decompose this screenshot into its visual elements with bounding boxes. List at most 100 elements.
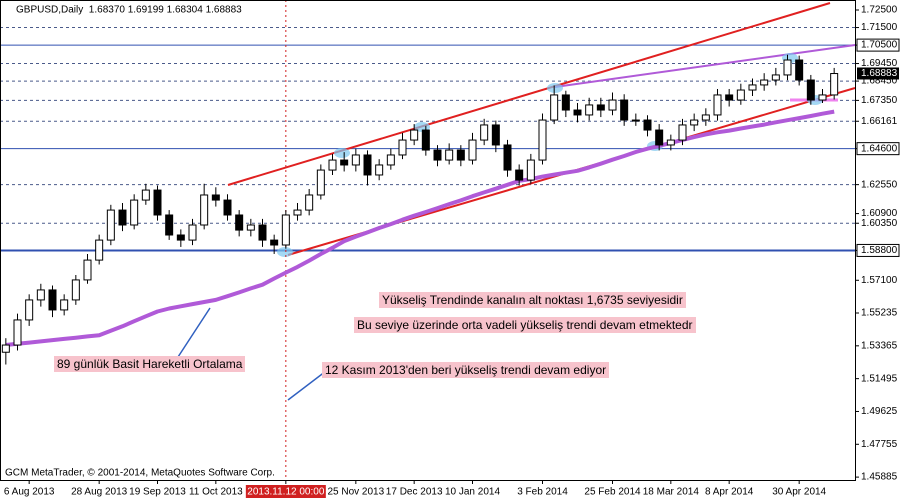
touch <box>547 83 563 93</box>
y-tick-label: 1.64600 <box>861 143 898 154</box>
candle-body <box>806 79 815 101</box>
current-price-box <box>857 67 899 80</box>
candle-body <box>771 74 780 81</box>
y-tick-label: 1.72500 <box>861 5 898 16</box>
candle-body <box>643 119 652 131</box>
candle-body <box>106 209 115 241</box>
candle-body <box>608 99 617 111</box>
x-tick-label: 17 Dec 2013 <box>386 487 443 498</box>
candle-body <box>375 164 384 176</box>
x-tick-label: 6 Aug 2013 <box>4 487 55 498</box>
candle-body <box>363 154 372 176</box>
x-tick-label: 18 Mar 2014 <box>643 487 700 498</box>
x-tick-label: 11 Oct 2013 <box>189 487 243 498</box>
candle-body <box>398 139 407 156</box>
candle-body <box>783 59 792 76</box>
x-tick-label: 3 Feb 2014 <box>517 487 568 498</box>
candle-body <box>386 154 395 166</box>
y-tick-label: 1.62550 <box>861 179 898 190</box>
candle-body <box>60 299 69 311</box>
x-tick-label: 25 Feb 2014 <box>584 487 641 498</box>
current-price-label: 1.68883 <box>861 68 898 79</box>
candle-body <box>503 144 512 171</box>
candle-body <box>293 209 302 216</box>
touch <box>277 247 293 257</box>
candle-body <box>666 139 675 146</box>
candle-body <box>223 199 232 216</box>
candle-body <box>1 344 10 353</box>
candle-body <box>550 94 559 121</box>
candle-body <box>410 129 419 141</box>
y-tick-label: 1.58800 <box>861 245 898 256</box>
candle-body <box>678 124 687 141</box>
y-tick-label: 1.47755 <box>861 439 898 450</box>
y-tick-label: 1.71500 <box>861 22 898 33</box>
y-tick-box <box>856 142 900 156</box>
candle-body <box>830 73 839 96</box>
x-tick-label: 28 Aug 2013 <box>71 487 128 498</box>
candle-body <box>188 224 197 241</box>
candle-body <box>258 224 267 241</box>
y-tick-label: 1.51495 <box>861 373 898 384</box>
candle-body <box>748 84 757 91</box>
candle-body <box>795 59 804 81</box>
candle-body <box>585 104 594 116</box>
candle-body <box>433 149 442 161</box>
candle-body <box>130 199 139 226</box>
candle-body <box>818 94 827 101</box>
moving-average <box>5 109 835 347</box>
chart-title: GBPUSD,Daily 1.68370 1.69199 1.68304 1.6… <box>16 5 242 16</box>
candle-body <box>200 194 209 226</box>
candle-body <box>445 149 454 161</box>
candle-body <box>246 224 255 231</box>
x-tick-label: 30 Apr 2014 <box>772 487 826 498</box>
annotation: Bu seviye üzerinde orta vadeli yükseliş … <box>354 317 696 333</box>
candle-body <box>270 239 279 246</box>
y-tick-label: 1.45885 <box>861 472 898 483</box>
y-tick-label: 1.70500 <box>861 40 898 51</box>
footer: GCM MetaTrader, © 2001-2014, MetaQuotes … <box>5 468 275 479</box>
y-tick-label: 1.60350 <box>861 218 898 229</box>
plot-frame <box>0 0 856 481</box>
candle-body <box>515 169 524 181</box>
y-tick-label: 1.66161 <box>861 116 898 127</box>
y-tick-label: 1.67350 <box>861 95 898 106</box>
candle-body <box>165 214 174 236</box>
candle-body <box>690 119 699 126</box>
x-tick-label: 8 Apr 2014 <box>705 487 754 498</box>
x-tick-label: 2013.11.12 00:00 <box>247 487 325 498</box>
candle-body <box>491 124 500 146</box>
candle-body <box>760 79 769 86</box>
candle-body <box>118 209 127 226</box>
candle-body <box>620 99 629 121</box>
candle-body <box>211 194 220 201</box>
candle-body <box>153 189 162 216</box>
candle-body <box>596 104 605 111</box>
candle-body <box>655 129 664 146</box>
candle-body <box>95 239 104 261</box>
crosshair-box <box>245 485 326 498</box>
candle-body <box>36 289 45 301</box>
candle-body <box>631 119 640 122</box>
candle-body <box>713 94 722 116</box>
candle-body <box>421 129 430 151</box>
candle-body <box>538 119 547 161</box>
candle-body <box>316 169 325 196</box>
y-tick-label: 1.53365 <box>861 340 898 351</box>
y-tick-label: 1.55235 <box>861 308 898 319</box>
x-tick-label: 25 Nov 2013 <box>327 487 384 498</box>
candle-body <box>25 299 34 321</box>
x-tick-label: 19 Sep 2013 <box>129 487 186 498</box>
annotation: Yükseliş Trendinde kanalın alt noktası 1… <box>379 292 686 308</box>
candle-body <box>235 214 244 231</box>
candle-body <box>526 159 535 181</box>
candle-body <box>736 89 745 101</box>
candle-body <box>83 259 92 281</box>
candle-body <box>701 114 710 121</box>
y-tick-box <box>856 38 900 52</box>
annotation: 89 günlük Basit Hareketli Ortalama <box>54 356 246 372</box>
touch <box>334 148 350 158</box>
candle-body <box>328 159 337 171</box>
candle-body <box>48 289 57 311</box>
